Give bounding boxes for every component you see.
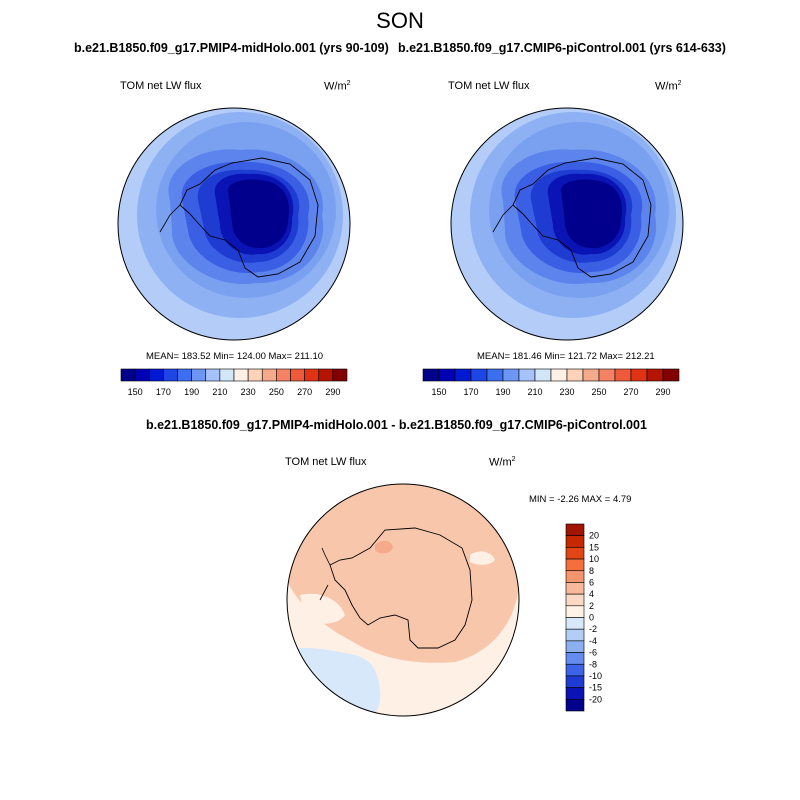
colorbar-tick-label: 170 [463,387,478,397]
panel-3-units-label: W/m2 [489,456,516,469]
colorbar-tick-label: 270 [297,387,312,397]
colorbar-tick-label: 190 [495,387,510,397]
colorbar-tick-label: 0 [589,613,594,623]
colorbar-tick-label: 4 [589,589,594,599]
panel-1-variable-label: TOM net LW flux [120,80,202,92]
colorbar-tick-label: 290 [655,387,670,397]
figure-title: SON [376,8,424,33]
colorbar-tick-label: -15 [589,683,602,693]
colorbar-box [565,535,585,548]
colorbar-tick-label: 230 [559,387,574,397]
colorbar-box [565,675,585,688]
panel-1-case-title: b.e21.B1850.f09_g17.PMIP4-midHolo.001 (y… [74,41,389,55]
colorbar-box [565,628,585,642]
colorbar-tick-label: 210 [527,387,542,397]
colorbar-tick-label: 250 [591,387,606,397]
colorbar-box [565,663,585,677]
colorbar-tick-label: 250 [269,387,284,397]
colorbar-box [565,570,585,583]
colorbar-tick-label: 10 [589,554,599,564]
panel-3-stats: MIN = -2.26 MAX = 4.79 [529,494,632,505]
colorbar-box [565,640,585,653]
colorbar-box [565,593,585,607]
colorbar-tick-label: -20 [589,694,602,704]
colorbar-tick-label: 2 [589,601,594,611]
colorbar-tick-label: -10 [589,671,602,681]
difference-title: b.e21.B1850.f09_g17.PMIP4-midHolo.001 - … [146,418,647,432]
colorbar-box [565,687,585,700]
panel-2-stats: MEAN= 181.46 Min= 121.72 Max= 212.21 [477,351,655,362]
colorbar-tick-label: 6 [589,577,594,587]
colorbar-tick-label: 150 [431,387,446,397]
colorbar-tick-label: -2 [589,624,597,634]
colorbar-tick-label: 270 [623,387,638,397]
panel-2-units-label: W/m2 [655,80,682,93]
colorbar-box [565,699,585,712]
colorbar-tick-label: 15 [589,542,599,552]
colorbar-box [565,523,585,536]
panel-1-stats: MEAN= 183.52 Min= 124.00 Max= 211.10 [146,351,324,362]
colorbar-tick-label: -8 [589,659,597,669]
colorbar-tick-label: 210 [212,387,227,397]
colorbar-box [565,547,585,560]
colorbar-box [565,582,585,595]
colorbar-box [662,368,680,382]
panel-2-case-title: b.e21.B1850.f09_g17.CMIP6-piControl.001 … [398,41,726,55]
colorbar-tick-label: 20 [589,531,599,541]
colorbar-tick-label: 8 [589,566,594,576]
colorbar-tick-label: -6 [589,648,597,658]
panel-1-units-label: W/m2 [324,80,351,93]
colorbar-tick-label: 190 [184,387,199,397]
colorbar-tick-label: 170 [156,387,171,397]
colorbar-tick-label: 150 [128,387,143,397]
colorbar-box [332,368,348,382]
colorbar-tick-label: 230 [241,387,256,397]
panel-2-variable-label: TOM net LW flux [448,80,530,92]
colorbar-box [565,617,585,630]
colorbar-box [565,652,585,665]
colorbar-tick-label: -4 [589,636,597,646]
colorbar-tick-label: 290 [325,387,340,397]
colorbar-box [565,605,585,618]
colorbar-box [565,558,585,572]
panel-3-variable-label: TOM net LW flux [285,456,367,468]
